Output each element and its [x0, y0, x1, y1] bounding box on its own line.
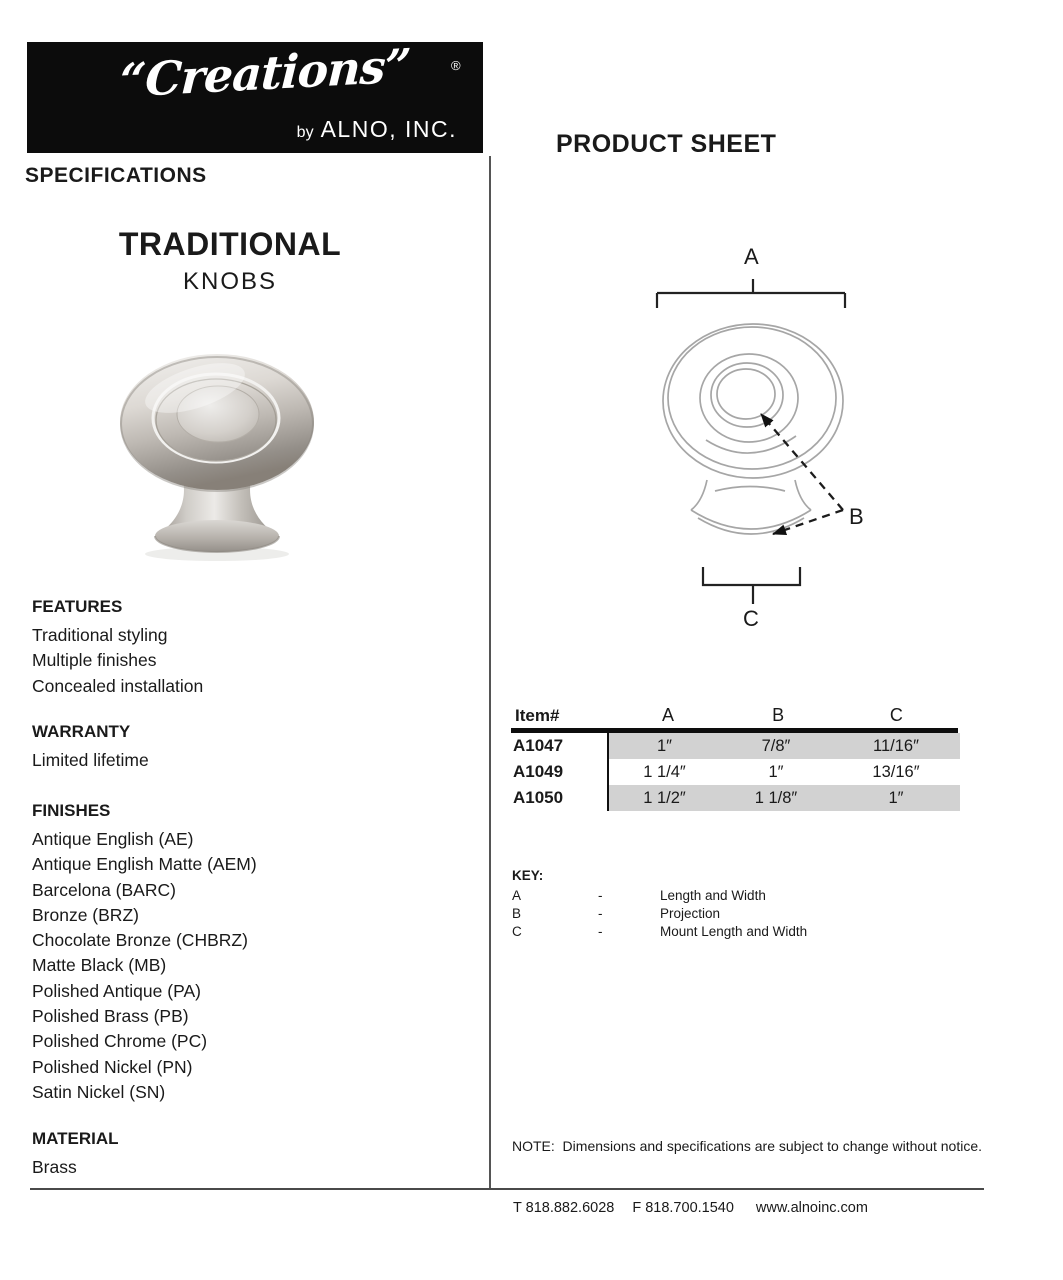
key-description: Mount Length and Width: [660, 924, 808, 939]
finish-item: Bronze (BRZ): [32, 904, 139, 925]
features-section: FEATURES Traditional styling Multiple fi…: [32, 597, 452, 699]
dim-b-value: 1″: [768, 763, 784, 781]
finish-item: Polished Chrome (PC): [32, 1031, 208, 1052]
product-subtitle: KNOBS: [182, 268, 278, 295]
dim-c-value: 11/16″: [873, 737, 919, 755]
finish-item: Antique English (AE): [32, 829, 194, 849]
key-dash: -: [598, 888, 603, 903]
registered-trademark-icon: ®: [451, 58, 461, 73]
product-title-block: TRADITIONAL KNOBS: [20, 226, 440, 296]
finish-item: Polished Nickel (PN): [32, 1056, 193, 1077]
col-header-b: B: [772, 705, 785, 725]
dim-c-bracket: [701, 567, 802, 604]
knob-dimension-diagram: [655, 279, 847, 604]
finish-item: Polished Brass (PB): [32, 1006, 189, 1027]
key-description: Length and Width: [660, 888, 766, 903]
warranty-item: Limited lifetime: [32, 750, 149, 770]
finish-item: Antique English Matte (AEM): [32, 854, 257, 875]
key-section: KEY: A - Length and Width B - Projection…: [512, 868, 807, 941]
finishes-section: FINISHES Antique English (AE) Antique En…: [32, 801, 452, 1105]
note-text: NOTE: Dimensions and specifications are …: [512, 1138, 983, 1154]
features-heading: FEATURES: [32, 597, 123, 616]
key-entry: A - Length and Width: [512, 887, 807, 905]
byline-by: by: [296, 124, 314, 141]
byline-company: ALNO, INC.: [320, 116, 457, 142]
material-item: Brass: [32, 1157, 77, 1177]
material-heading: MATERIAL: [32, 1129, 119, 1148]
dim-a-bracket: [655, 279, 847, 308]
knob-product-photo: [120, 354, 314, 561]
warranty-heading: WARRANTY: [32, 722, 131, 741]
column-divider: [489, 156, 491, 1188]
feature-item: Multiple finishes: [32, 650, 157, 671]
key-dash: -: [598, 906, 603, 921]
footer-phone: T 818.882.6028: [513, 1200, 615, 1216]
dim-label-b: B: [849, 504, 864, 529]
creations-logo: “Creations” ® by ALNO, INC.: [27, 38, 483, 153]
footer-rule: [30, 1188, 984, 1190]
warranty-section: WARRANTY Limited lifetime: [32, 722, 452, 773]
item-number: A1050: [513, 788, 564, 807]
finish-item: Barcelona (BARC): [32, 879, 176, 900]
footer: T 818.882.6028 F 818.700.1540 www.alnoin…: [513, 1200, 868, 1216]
product-title: TRADITIONAL: [118, 226, 342, 262]
table-header-rule: [511, 728, 958, 733]
product-sheet-title: PRODUCT SHEET: [556, 130, 777, 158]
feature-item: Traditional styling: [32, 625, 168, 645]
col-header-c: C: [889, 705, 903, 725]
key-entry: B - Projection: [512, 905, 807, 923]
specifications-label: SPECIFICATIONS: [25, 164, 207, 187]
item-number: A1047: [513, 736, 564, 755]
dim-b-value: 7/8″: [761, 737, 791, 755]
finish-item: Polished Antique (PA): [32, 980, 201, 1001]
key-code: C: [512, 924, 522, 939]
material-section: MATERIAL Brass: [32, 1129, 452, 1180]
size-table-header: Item# A B C: [505, 700, 960, 726]
table-row: A1050 1 1/2″ 1 1/8″ 1″: [505, 785, 960, 811]
footer-fax: F 818.700.1540: [632, 1200, 734, 1216]
key-heading: KEY:: [512, 868, 544, 883]
dim-label-c: C: [743, 606, 759, 631]
key-description: Projection: [660, 906, 721, 921]
logo-byline: by ALNO, INC.: [297, 116, 457, 143]
dim-c-value: 1″: [888, 789, 904, 807]
feature-item: Concealed installation: [32, 675, 204, 696]
dim-a-value: 1″: [656, 737, 673, 755]
table-row: A1047 1″ 7/8″ 11/16″: [505, 733, 960, 759]
dim-label-a: A: [744, 244, 759, 269]
dim-c-value: 13/16″: [872, 763, 920, 781]
key-entry: C - Mount Length and Width: [512, 923, 807, 941]
footer-website: www.alnoinc.com: [755, 1200, 868, 1216]
dim-a-value: 1 1/2″: [643, 789, 686, 807]
col-header-item: Item#: [515, 706, 560, 725]
col-header-a: A: [662, 705, 675, 725]
finish-item: Satin Nickel (SN): [32, 1081, 166, 1102]
dim-a-value: 1 1/4″: [643, 763, 686, 781]
dim-b-arrows: [760, 413, 844, 536]
photo-shadow: [145, 547, 289, 561]
item-number: A1049: [513, 762, 564, 781]
key-code: B: [512, 906, 522, 921]
knob-outline: [662, 323, 844, 535]
size-table: Item# A B C A1047 1″ 7/8″ 11/16″ A1049 1…: [505, 700, 960, 811]
finish-item: Chocolate Bronze (CHBRZ): [32, 930, 248, 951]
key-dash: -: [598, 924, 603, 939]
finishes-heading: FINISHES: [32, 801, 111, 820]
finish-item: Matte Black (MB): [32, 955, 167, 976]
dim-b-value: 1 1/8″: [754, 789, 798, 807]
brand-script-text: “Creations”: [118, 38, 412, 108]
table-row: A1049 1 1/4″ 1″ 13/16″: [505, 759, 960, 785]
key-code: A: [512, 888, 522, 903]
